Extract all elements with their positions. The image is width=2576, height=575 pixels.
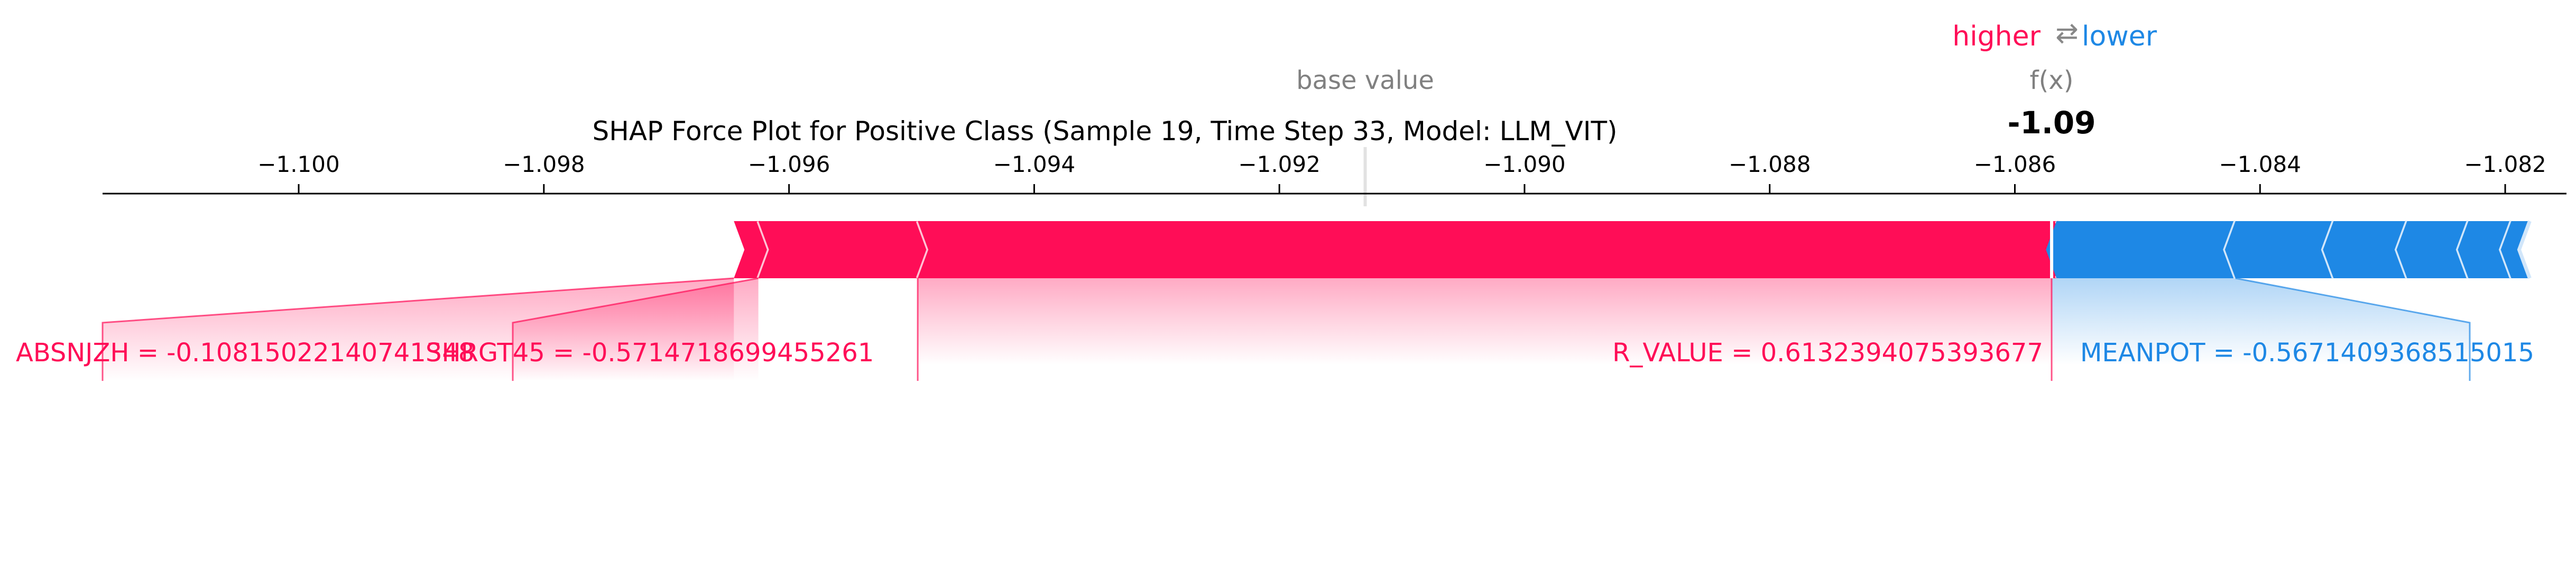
legend-arrows-icon: ⇄ <box>2055 17 2079 49</box>
force-segment-negative <box>2458 221 2512 278</box>
x-tick-label: −1.094 <box>993 151 1075 177</box>
segment-divider <box>2517 220 2532 279</box>
force-segment-negative <box>2323 221 2407 278</box>
label-connector-line <box>512 277 759 381</box>
x-tick-label: −1.084 <box>2219 151 2301 177</box>
label-connector-fill <box>2052 278 2470 365</box>
label-connector-line <box>101 277 734 381</box>
x-tick-label: −1.086 <box>1974 151 2056 177</box>
feature-label: MEANPOT = -0.5671409368515015 <box>2080 338 2534 368</box>
force-segment-positive <box>758 221 929 278</box>
force-segment-negative <box>2046 221 2236 278</box>
x-tick-label: −1.096 <box>748 151 830 177</box>
x-tick-label: −1.088 <box>1729 151 1811 177</box>
chart-title: SHAP Force Plot for Positive Class (Samp… <box>592 116 1617 147</box>
fx-value: -1.09 <box>2007 105 2095 141</box>
feature-label: ABSNJZH = -0.10815022140741348 <box>16 338 474 368</box>
x-tick-label: −1.100 <box>257 151 339 177</box>
feature-label: R_VALUE = 0.6132394075393677 <box>1612 338 2043 368</box>
base-value-label: base value <box>1296 66 1434 95</box>
force-segment-negative <box>2224 221 2334 278</box>
fx-label: f(x) <box>2030 66 2074 95</box>
x-tick-label: −1.082 <box>2464 151 2546 177</box>
label-connector-fill <box>513 278 759 381</box>
force-segment-positive <box>734 221 769 278</box>
label-connector-line <box>2235 277 2471 381</box>
x-tick-label: −1.090 <box>1483 151 1565 177</box>
legend-higher: higher <box>1952 21 2041 52</box>
x-tick-label: −1.092 <box>1238 151 1320 177</box>
label-connector-fill <box>918 278 2052 365</box>
feature-label: SHRGT45 = -0.5714718699455261 <box>426 338 874 368</box>
x-tick-label: −1.098 <box>503 151 585 177</box>
force-segment-positive <box>918 221 2067 278</box>
force-segment-negative <box>2396 221 2469 278</box>
legend-lower: lower <box>2082 21 2157 52</box>
